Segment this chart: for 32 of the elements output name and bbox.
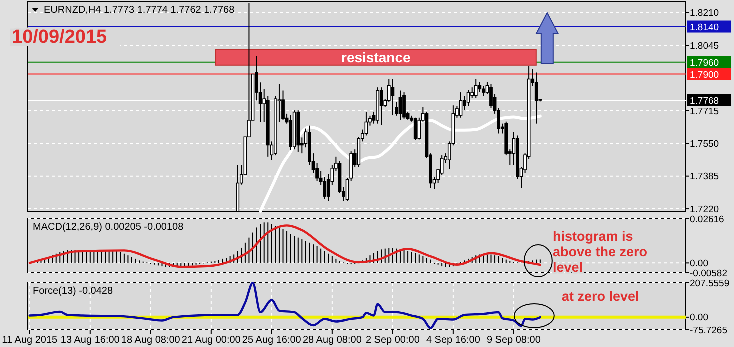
ref-line-label: 1.7900: [690, 70, 720, 81]
band-label: resistance: [342, 49, 411, 66]
y-tick-label: 0.00: [690, 312, 708, 324]
y-tick-label: 1.8045: [690, 40, 720, 52]
annotation: histogram is above the zero level: [553, 229, 648, 275]
y-tick-label: -0.00582: [690, 268, 728, 280]
y-tick-label: 1.7550: [690, 138, 720, 150]
x-tick-label: 25 Aug 16:00: [242, 335, 302, 346]
y-tick-label: 1.7220: [690, 204, 720, 216]
y-tick-label: 0.02616: [690, 214, 724, 226]
annotation: at zero level: [562, 289, 640, 304]
chart-title: Force(13) -0.0428: [33, 286, 114, 297]
annotation: 10/09/2015: [12, 27, 108, 48]
chart-title: EURNZD,H4 1.7773 1.7774 1.7762 1.7768: [44, 5, 236, 16]
x-tick-label: 21 Aug 00:00: [182, 335, 242, 346]
ref-line-label: 1.7960: [690, 58, 720, 69]
ref-line-label: 1.7768: [690, 96, 720, 107]
y-tick-label: 1.7385: [690, 172, 720, 183]
y-tick-label: 1.7715: [690, 106, 720, 118]
x-tick-label: 28 Aug 08:00: [302, 335, 362, 346]
x-tick-label: 11 Aug 2015: [2, 335, 58, 346]
x-tick-label: 13 Aug 16:00: [60, 335, 120, 346]
y-tick-label: 207.5559: [690, 278, 730, 290]
ref-line-label: 1.8140: [690, 22, 720, 34]
x-tick-label: 2 Sep 00:00: [366, 335, 420, 346]
y-tick-label: 0.00: [690, 258, 708, 270]
y-tick-label: -75.7265: [690, 325, 728, 336]
x-tick-label: 9 Sep 08:00: [486, 335, 542, 346]
x-tick-label: 18 Aug 08:00: [121, 335, 181, 346]
x-tick-label: 4 Sep 16:00: [426, 335, 481, 346]
chart-title: MACD(12,26,9) 0.00205 -0.00108: [33, 222, 184, 233]
y-tick-label: 1.8210: [690, 8, 720, 20]
